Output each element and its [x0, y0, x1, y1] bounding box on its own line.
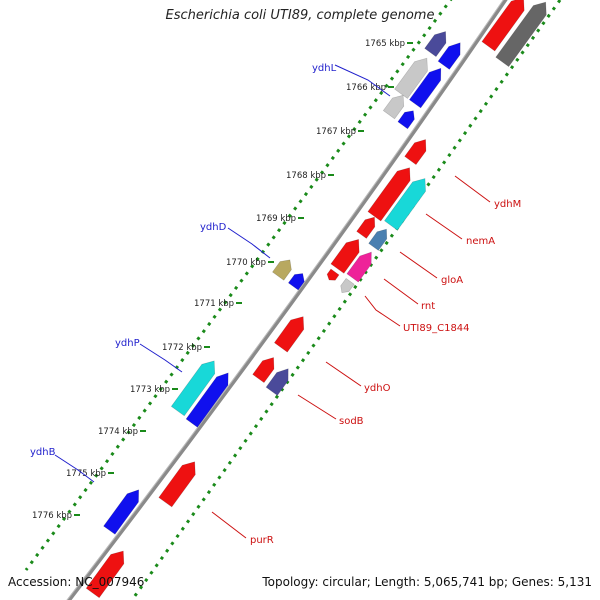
- tick-label: 1772 kbp: [162, 343, 202, 353]
- tick-label: 1765 kbp: [365, 39, 405, 49]
- feature-arrow-cyan: [170, 360, 216, 417]
- callout-line: [297, 394, 337, 420]
- callout-line: [227, 227, 271, 259]
- tick-label: 1766 kbp: [346, 83, 386, 93]
- feature-arrow-khaki: [272, 259, 292, 281]
- genome-summary-text: Topology: circular; Length: 5,065,741 bp…: [262, 575, 592, 589]
- gene-label: ydhM: [494, 199, 521, 210]
- gene-label: nemA: [466, 236, 495, 247]
- callout-line: [364, 295, 401, 327]
- genome-backbone-highlight: [66, 0, 504, 600]
- feature-arrow-cyan: [384, 178, 426, 231]
- gene-label: ydhB: [30, 447, 56, 458]
- tick-label: 1768 kbp: [286, 171, 326, 181]
- feature-arrow-red: [330, 239, 360, 274]
- tick-label: 1770 kbp: [226, 258, 266, 268]
- feature-arrow-blue: [397, 110, 415, 130]
- feature-arrow-blue: [185, 372, 229, 428]
- gene-label: gloA: [441, 275, 463, 286]
- feature-arrow-blue: [437, 42, 461, 70]
- map-title: Escherichia coli UTI89, complete genome: [165, 8, 435, 23]
- feature-arrow-lightgray: [394, 57, 428, 99]
- feature-arrow-red: [481, 0, 525, 52]
- callout-line: [399, 251, 438, 279]
- feature-arrow-blue: [408, 67, 442, 109]
- gene-label: rnt: [421, 301, 435, 312]
- feature-arrow-red: [367, 167, 411, 222]
- feature-arrow-blue: [287, 273, 305, 291]
- feature-arrow-blue: [103, 489, 140, 535]
- feature-arrow-pink: [346, 251, 372, 283]
- callout-line: [425, 213, 463, 240]
- feature-arrow-gray: [495, 1, 547, 68]
- feature-arrow-red: [326, 268, 340, 281]
- tick-label: 1775 kbp: [66, 469, 106, 479]
- feature-arrow-purple: [265, 368, 289, 396]
- tick-label: 1769 kbp: [256, 214, 296, 224]
- gene-label: UTI89_C1844: [403, 323, 470, 334]
- feature-arrow-red: [85, 550, 125, 599]
- gene-label: purR: [250, 535, 274, 546]
- tick-track-left: [24, 0, 453, 571]
- accession-text: Accession: NC_007946: [8, 575, 145, 589]
- feature-arrow-red: [252, 357, 275, 384]
- feature-arrow-red: [158, 461, 196, 508]
- feature-arrow-purple: [424, 31, 447, 58]
- callout-line: [454, 175, 491, 203]
- feature-arrow-steel: [368, 228, 388, 251]
- feature-arrow-red: [356, 216, 376, 239]
- tick-label: 1773 kbp: [130, 385, 170, 395]
- callout-line: [325, 361, 362, 387]
- gene-label: ydhD: [200, 222, 227, 233]
- tick-label: 1774 kbp: [98, 427, 138, 437]
- gene-label: ydhP: [115, 338, 140, 349]
- callout-line: [54, 454, 95, 483]
- callout-line: [211, 511, 247, 539]
- tick-label: 1767 kbp: [316, 127, 356, 137]
- callout-line: [383, 278, 419, 305]
- tick-label: 1771 kbp: [194, 299, 234, 309]
- tick-track-right: [130, 0, 562, 600]
- callout-line: [139, 343, 183, 373]
- feature-arrow-red: [273, 316, 305, 353]
- tick-label: 1776 kbp: [32, 511, 72, 521]
- gene-label: sodB: [339, 416, 364, 427]
- gene-label: ydhL: [312, 63, 337, 74]
- callout-line: [334, 64, 391, 97]
- feature-arrow-red: [404, 139, 427, 166]
- genome-backbone: [66, 0, 508, 600]
- feature-arrow-lightgray: [340, 277, 355, 294]
- gene-label: ydhO: [364, 383, 391, 394]
- feature-arrow-lightgray: [382, 94, 405, 120]
